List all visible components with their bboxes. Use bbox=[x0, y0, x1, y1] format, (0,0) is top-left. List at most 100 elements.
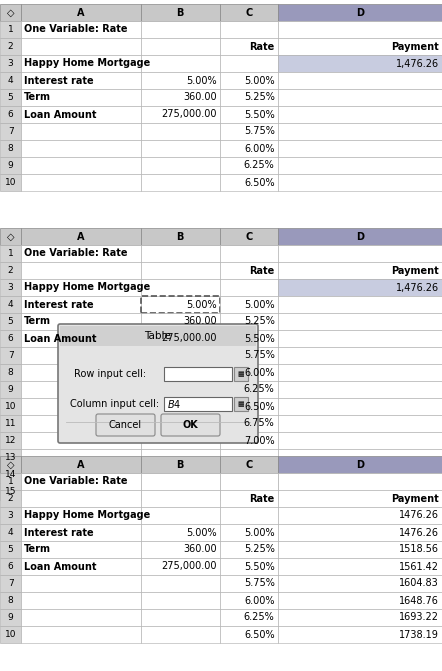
Bar bbox=[21, 72, 141, 89]
Text: Table: Table bbox=[145, 331, 171, 341]
Bar bbox=[278, 466, 442, 483]
Text: Happy Home Mortgage: Happy Home Mortgage bbox=[24, 58, 150, 68]
Bar bbox=[21, 4, 141, 21]
Text: 6: 6 bbox=[8, 334, 14, 343]
Bar bbox=[220, 72, 278, 89]
Bar bbox=[278, 415, 442, 432]
Bar bbox=[278, 558, 442, 575]
Bar bbox=[21, 364, 141, 381]
Bar bbox=[141, 473, 220, 490]
Bar bbox=[0, 55, 21, 72]
Bar bbox=[0, 381, 21, 398]
Bar bbox=[21, 473, 141, 490]
Bar bbox=[0, 262, 21, 279]
Text: 1476.26: 1476.26 bbox=[399, 527, 439, 537]
Bar bbox=[220, 432, 278, 449]
Bar bbox=[278, 432, 442, 449]
Bar bbox=[278, 38, 442, 55]
Bar bbox=[0, 72, 21, 89]
Text: B: B bbox=[176, 460, 184, 470]
Bar bbox=[0, 174, 21, 191]
Text: 360.00: 360.00 bbox=[183, 317, 217, 327]
Text: ◇: ◇ bbox=[7, 231, 14, 242]
Bar bbox=[220, 157, 278, 174]
Bar bbox=[278, 106, 442, 123]
Text: 6.50%: 6.50% bbox=[244, 401, 274, 411]
Bar bbox=[141, 140, 220, 157]
Bar bbox=[220, 89, 278, 106]
Text: 5.50%: 5.50% bbox=[244, 109, 274, 119]
Bar bbox=[220, 21, 278, 38]
Bar bbox=[278, 609, 442, 626]
Bar bbox=[278, 524, 442, 541]
Text: Interest rate: Interest rate bbox=[24, 527, 94, 537]
Bar bbox=[0, 330, 21, 347]
Text: 2: 2 bbox=[8, 494, 13, 503]
Text: 7.00%: 7.00% bbox=[244, 435, 274, 446]
Text: 275,000.00: 275,000.00 bbox=[161, 109, 217, 119]
Bar bbox=[21, 490, 141, 507]
Bar bbox=[21, 415, 141, 432]
Bar bbox=[220, 106, 278, 123]
Text: A: A bbox=[77, 460, 84, 470]
Bar bbox=[278, 364, 442, 381]
Bar bbox=[220, 473, 278, 490]
Text: 10: 10 bbox=[5, 402, 16, 411]
Text: ◇: ◇ bbox=[7, 7, 14, 17]
Bar bbox=[0, 490, 21, 507]
FancyBboxPatch shape bbox=[96, 414, 155, 436]
Text: Interest rate: Interest rate bbox=[24, 299, 94, 309]
Bar bbox=[220, 541, 278, 558]
Bar bbox=[278, 140, 442, 157]
Text: A: A bbox=[77, 231, 84, 242]
Text: 5.50%: 5.50% bbox=[244, 562, 274, 572]
Bar bbox=[21, 245, 141, 262]
Bar bbox=[220, 55, 278, 72]
Bar bbox=[220, 140, 278, 157]
Bar bbox=[0, 106, 21, 123]
Bar bbox=[141, 279, 220, 296]
Text: 4: 4 bbox=[8, 300, 13, 309]
Text: 5.00%: 5.00% bbox=[244, 299, 274, 309]
Text: Rate: Rate bbox=[249, 493, 274, 503]
Bar bbox=[141, 592, 220, 609]
Text: 9: 9 bbox=[8, 161, 14, 170]
Bar bbox=[0, 364, 21, 381]
Bar bbox=[21, 524, 141, 541]
Text: 1518.56: 1518.56 bbox=[399, 544, 439, 554]
Text: B: B bbox=[176, 7, 184, 17]
Text: 11: 11 bbox=[5, 419, 16, 428]
Text: 2: 2 bbox=[8, 42, 13, 51]
Bar bbox=[21, 228, 141, 245]
Text: Interest rate: Interest rate bbox=[24, 76, 94, 85]
Bar bbox=[220, 483, 278, 500]
Text: 1: 1 bbox=[8, 25, 14, 34]
Bar bbox=[164, 397, 232, 411]
Text: 6.75%: 6.75% bbox=[244, 419, 274, 429]
Text: D: D bbox=[356, 460, 364, 470]
Text: 5: 5 bbox=[8, 317, 14, 326]
Bar bbox=[278, 575, 442, 592]
Text: 3: 3 bbox=[8, 283, 14, 292]
Text: 360.00: 360.00 bbox=[183, 544, 217, 554]
Text: 6.25%: 6.25% bbox=[244, 160, 274, 170]
Bar bbox=[0, 245, 21, 262]
Bar bbox=[0, 541, 21, 558]
Bar bbox=[0, 398, 21, 415]
Text: 5.75%: 5.75% bbox=[244, 578, 274, 588]
Bar bbox=[278, 55, 442, 72]
Bar bbox=[21, 89, 141, 106]
Text: D: D bbox=[356, 231, 364, 242]
Bar bbox=[21, 609, 141, 626]
Text: Payment: Payment bbox=[391, 42, 439, 52]
Bar bbox=[220, 38, 278, 55]
Bar bbox=[278, 449, 442, 466]
Bar bbox=[141, 330, 220, 347]
Bar bbox=[141, 381, 220, 398]
Text: One Variable: Rate: One Variable: Rate bbox=[24, 25, 128, 34]
Bar bbox=[141, 490, 220, 507]
Text: 3: 3 bbox=[8, 511, 14, 520]
Bar bbox=[278, 174, 442, 191]
Bar bbox=[141, 296, 220, 313]
Bar bbox=[278, 347, 442, 364]
